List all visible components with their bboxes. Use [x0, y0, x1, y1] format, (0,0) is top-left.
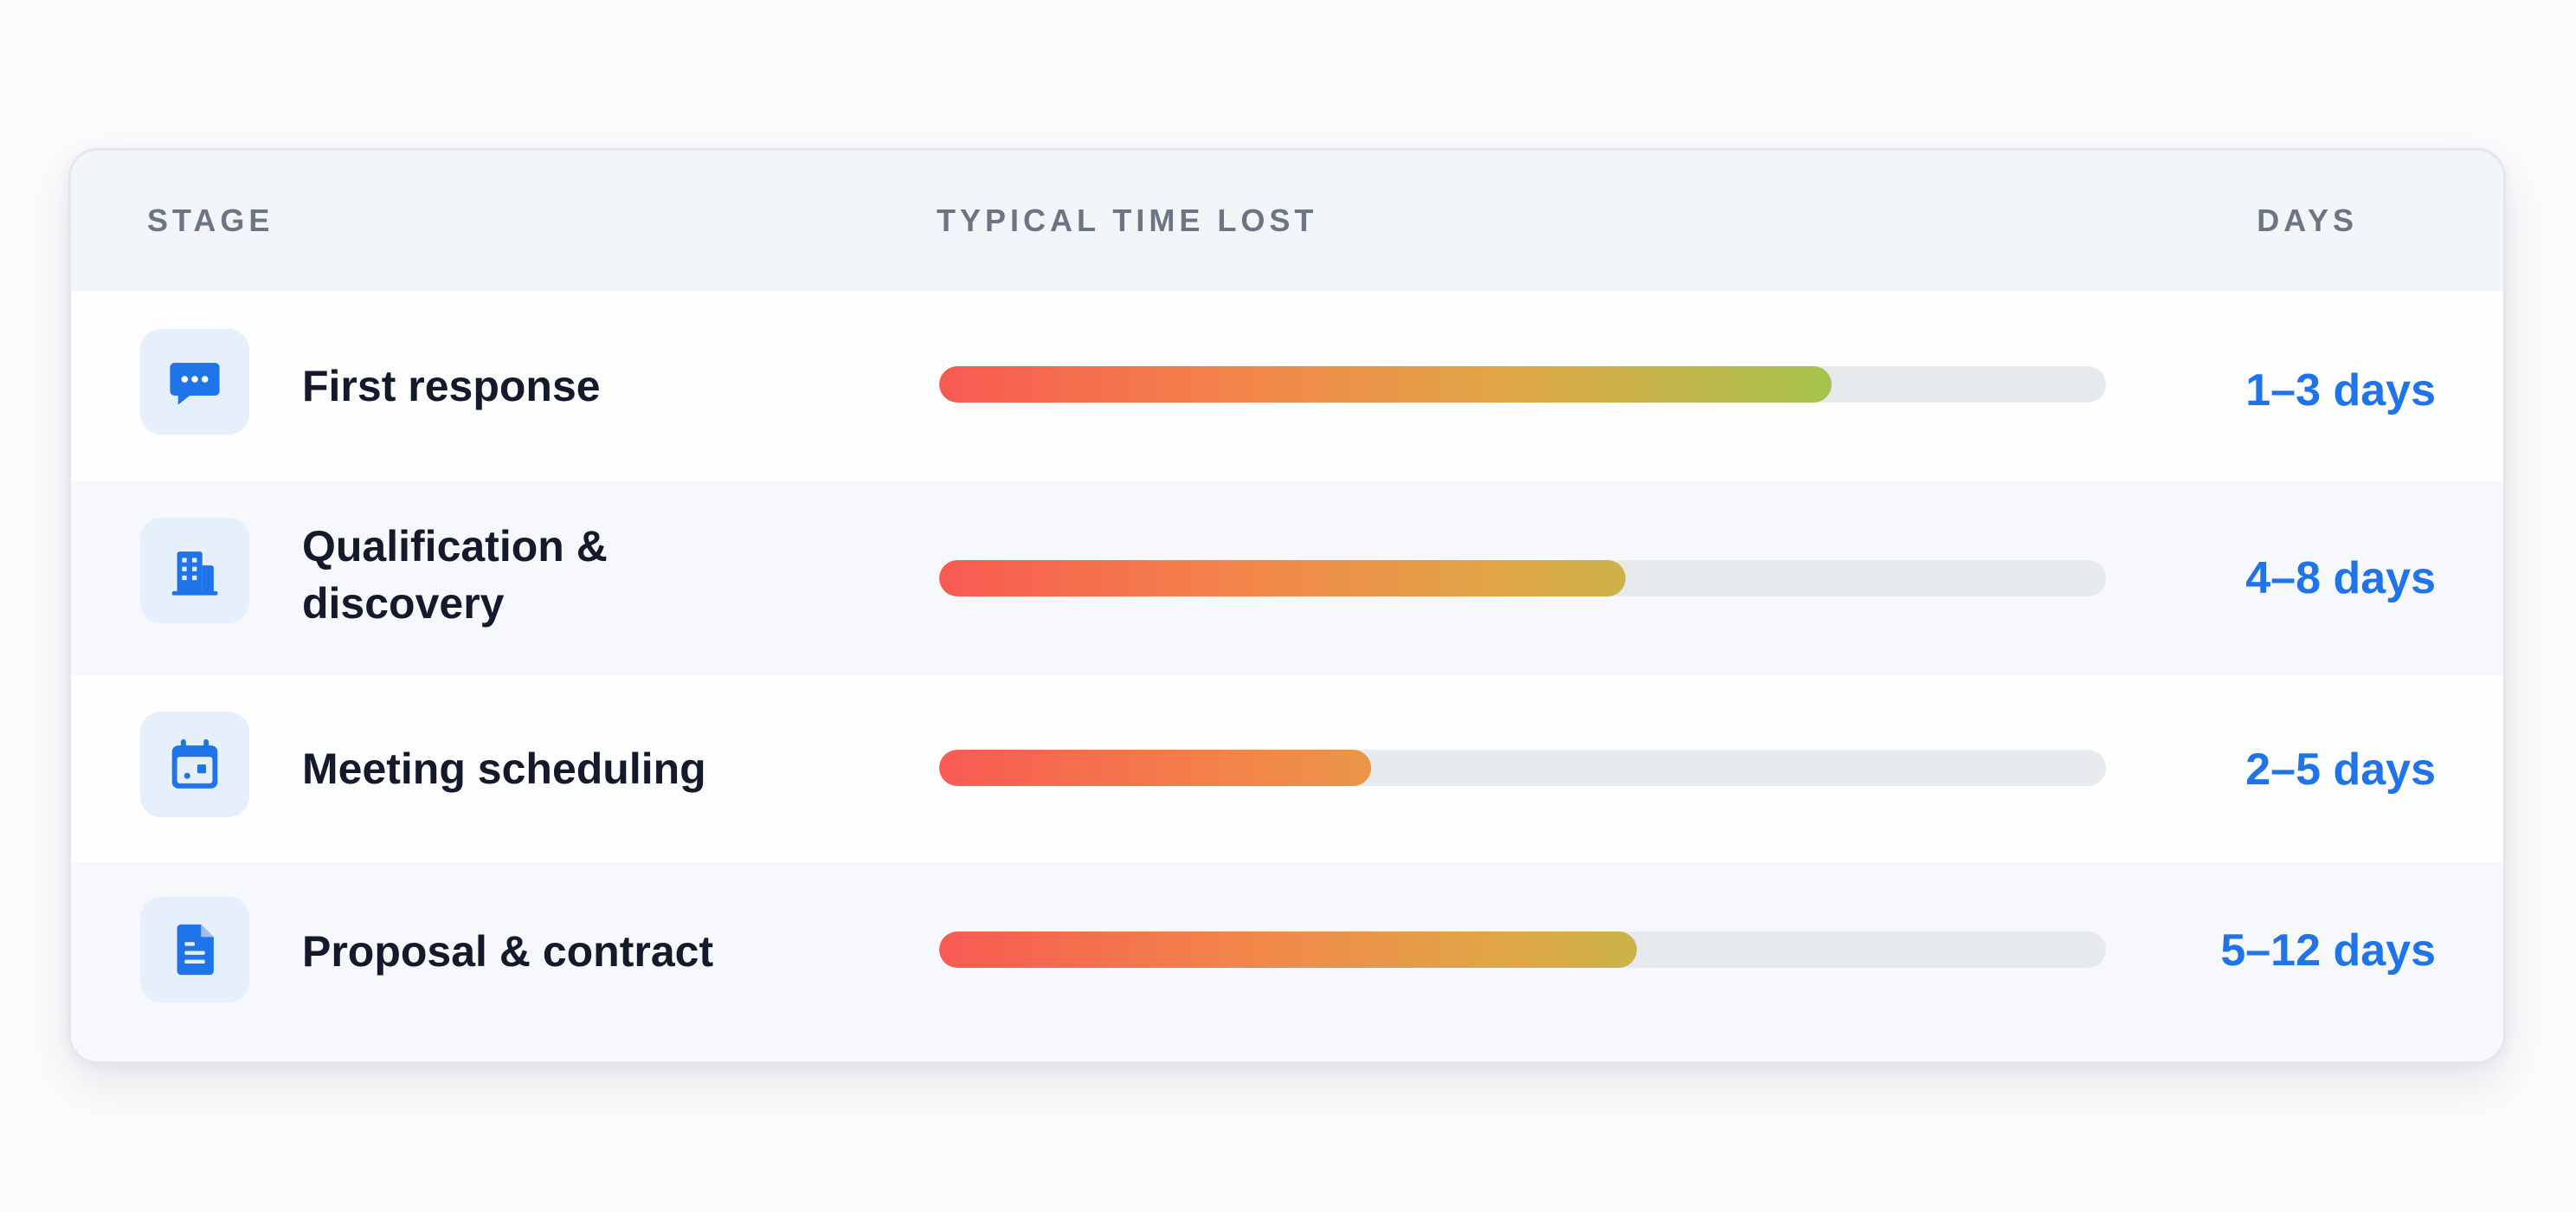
document-icon — [140, 897, 249, 1002]
building-icon — [140, 518, 249, 623]
chat-bubble-icon — [140, 329, 249, 435]
time-lost-bar-fill — [939, 750, 1371, 786]
stage-label: Qualification & discovery — [302, 522, 608, 628]
days-value: 4–8 days — [2245, 553, 2436, 603]
days-value: 2–5 days — [2245, 745, 2436, 795]
table-row-first-response: First response 1–3 days — [71, 291, 2503, 483]
stage-time-table: STAGE TYPICAL TIME LOST DAYS First respo… — [68, 148, 2506, 1064]
time-lost-bar — [939, 366, 2106, 403]
table-row-proposal-contract: Proposal & contract 5–12 days — [71, 862, 2503, 1061]
time-lost-bar — [939, 932, 2106, 968]
stage-label: Proposal & contract — [302, 927, 714, 976]
days-value: 1–3 days — [2245, 365, 2436, 416]
days-value: 5–12 days — [2220, 925, 2436, 976]
calendar-icon — [140, 712, 249, 817]
time-lost-bar — [939, 560, 2106, 596]
table-header: STAGE TYPICAL TIME LOST DAYS — [71, 151, 2503, 293]
time-lost-bar — [939, 750, 2106, 786]
column-header-days: DAYS — [2257, 203, 2358, 238]
table-row-qualification-discovery: Qualification & discovery 4–8 days — [71, 481, 2503, 677]
stage-label: First response — [302, 362, 601, 410]
time-lost-bar-fill — [939, 366, 1832, 403]
column-header-time-lost: TYPICAL TIME LOST — [937, 203, 1318, 238]
column-header-stage: STAGE — [147, 203, 274, 238]
stage-label: Meeting scheduling — [302, 745, 706, 793]
table-row-meeting-scheduling: Meeting scheduling 2–5 days — [71, 675, 2503, 864]
time-lost-bar-fill — [939, 932, 1638, 968]
time-lost-bar-fill — [939, 560, 1626, 596]
